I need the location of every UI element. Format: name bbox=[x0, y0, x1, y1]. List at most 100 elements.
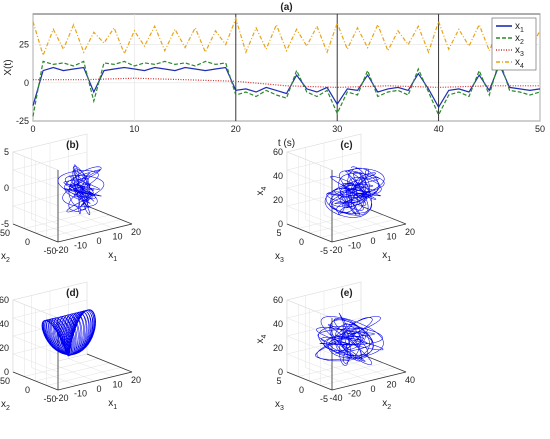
panel-d-xtick-label: -10 bbox=[74, 389, 87, 399]
panel-e-y-axis bbox=[286, 371, 333, 391]
panel-e-gridline bbox=[298, 358, 373, 377]
legend-entry-x3: x3 bbox=[515, 45, 524, 58]
panel-c-gridline bbox=[309, 214, 384, 234]
panel-b-gridline bbox=[68, 138, 114, 229]
panel-c-xtick-label: 10 bbox=[386, 232, 396, 242]
panel-d-ztick-label: 60 bbox=[0, 295, 9, 305]
panel-b-x-axis bbox=[57, 223, 133, 243]
panel-d-ytick-label: 0 bbox=[25, 385, 30, 395]
panel-b-xtick-label: 0 bbox=[96, 236, 101, 246]
panel-e-gridline bbox=[286, 299, 362, 337]
panel-e-gridline bbox=[309, 362, 384, 382]
panel-e-xtick-label: -20 bbox=[348, 389, 361, 399]
panel-e-ztick-label: 40 bbox=[273, 319, 283, 329]
panel-e-ztick-label: 0 bbox=[278, 367, 283, 377]
panel-d-gridline bbox=[35, 362, 110, 382]
panel-d-gridline bbox=[31, 295, 77, 386]
panel-b-y-axis bbox=[12, 223, 59, 243]
panel-e-x-axis bbox=[331, 371, 407, 391]
panel-d-title: (d) bbox=[66, 288, 79, 299]
panel-c-xtick-label: -20 bbox=[329, 245, 342, 255]
series-line-x1 bbox=[32, 62, 541, 109]
panel-b-gridline bbox=[49, 143, 96, 234]
series-line-x4 bbox=[32, 16, 541, 58]
series-line-x2 bbox=[32, 57, 541, 117]
panel-b-gridline bbox=[12, 169, 88, 207]
panel-a-ytick-label: 25 bbox=[19, 40, 29, 50]
panel-a-ylabel: X(t) bbox=[3, 59, 14, 75]
panel-d-xlabel: x1 bbox=[108, 398, 117, 411]
panel-d-xtick-label: -20 bbox=[55, 393, 68, 403]
panel-a-ytick-label: -25 bbox=[16, 116, 29, 126]
panel-c-zlabel: x4 bbox=[255, 186, 268, 195]
panel-c-gridline bbox=[286, 151, 362, 189]
panel-b-ylabel: x2 bbox=[1, 251, 10, 264]
panel-b-ztick-label: 0 bbox=[4, 183, 9, 193]
panel-e-xtick-label: 20 bbox=[386, 380, 396, 390]
panel-b-xtick-label: 20 bbox=[131, 227, 141, 237]
panel-e-gridline bbox=[286, 317, 362, 355]
panel-e-ztick-label: 60 bbox=[273, 295, 283, 305]
panel-d-ytick-label: -50 bbox=[43, 394, 56, 404]
panel-c-ytick-label: 0 bbox=[299, 237, 304, 247]
panel-b-ytick-label: 50 bbox=[0, 228, 10, 238]
panel-b-xlabel: x1 bbox=[108, 250, 117, 263]
panel-c-gridline bbox=[323, 143, 370, 234]
panel-c-ylabel: x3 bbox=[275, 251, 284, 264]
panel-d-x-axis bbox=[57, 371, 133, 391]
panel-e-xlabel: x2 bbox=[382, 398, 391, 411]
panel-a-xtick-label: 50 bbox=[535, 124, 545, 134]
panel-b-gridline bbox=[24, 210, 99, 229]
legend-entry-x1: x1 bbox=[515, 21, 524, 34]
panel-d-gridline bbox=[68, 286, 114, 377]
panel-e-xtick-label: 0 bbox=[370, 384, 375, 394]
panel-a-xtick-label: 20 bbox=[231, 124, 241, 134]
panel-e-ytick-label: -5 bbox=[320, 394, 328, 404]
panel-b-xtick-label: -20 bbox=[55, 245, 68, 255]
panel-d-gridline bbox=[24, 358, 99, 377]
panel-a-frame bbox=[32, 13, 541, 122]
panel-e-xtick-label: -40 bbox=[329, 393, 342, 403]
panel-a-xtick-label: 40 bbox=[434, 124, 444, 134]
panel-e-xtick-label: 40 bbox=[405, 375, 415, 385]
panel-c-ytick-label: 5 bbox=[276, 228, 281, 238]
panel-a-xtick-label: 30 bbox=[332, 124, 342, 134]
panel-d-xtick-label: 0 bbox=[96, 384, 101, 394]
panel-b-ytick-label: 0 bbox=[25, 237, 30, 247]
panel-e-ytick-label: 5 bbox=[276, 376, 281, 386]
panel-d-ztick-label: 40 bbox=[0, 319, 9, 329]
panel-e-gridline bbox=[342, 286, 388, 377]
panel-c-gridline bbox=[342, 138, 388, 229]
panel-d-ytick-label: 50 bbox=[0, 376, 10, 386]
panel-d-y-axis bbox=[12, 371, 59, 391]
panel-c-gridline bbox=[298, 210, 373, 229]
panel-c-ztick-label: 20 bbox=[273, 195, 283, 205]
panel-c-xlabel: x1 bbox=[382, 250, 391, 263]
panel-a-ytick-label: 0 bbox=[24, 78, 29, 88]
panel-a-xtick-label: 0 bbox=[30, 124, 35, 134]
panel-d-xtick-label: 20 bbox=[131, 375, 141, 385]
panel-b-trajectory bbox=[57, 164, 105, 215]
series-line-x3 bbox=[33, 77, 540, 89]
panel-c-floor-edge bbox=[360, 205, 407, 225]
panel-b-gridline bbox=[35, 214, 110, 234]
panel-b-floor-edge bbox=[86, 205, 133, 225]
panel-e-ytick-label: 0 bbox=[299, 385, 304, 395]
panel-e-zlabel: x4 bbox=[255, 334, 268, 343]
panel-b-ztick-label: 5 bbox=[4, 147, 9, 157]
panel-b-xtick-label: 10 bbox=[112, 232, 122, 242]
panel-c-y-axis bbox=[286, 223, 333, 243]
panel-d-ylabel: x2 bbox=[1, 399, 10, 412]
panel-b-xtick-label: -10 bbox=[74, 241, 87, 251]
panel-c-gridline bbox=[286, 169, 362, 207]
panel-c-title: (c) bbox=[340, 140, 352, 151]
panel-b-title: (b) bbox=[66, 140, 79, 151]
panel-d-ztick-label: 0 bbox=[4, 367, 9, 377]
panel-c-xtick-label: 0 bbox=[370, 236, 375, 246]
panel-d-xtick-label: 10 bbox=[112, 380, 122, 390]
panel-c-xtick-label: 20 bbox=[405, 227, 415, 237]
panel-e-ztick-label: 20 bbox=[273, 343, 283, 353]
panel-e-title: (e) bbox=[340, 288, 352, 299]
panel-c-gridline bbox=[305, 147, 351, 238]
